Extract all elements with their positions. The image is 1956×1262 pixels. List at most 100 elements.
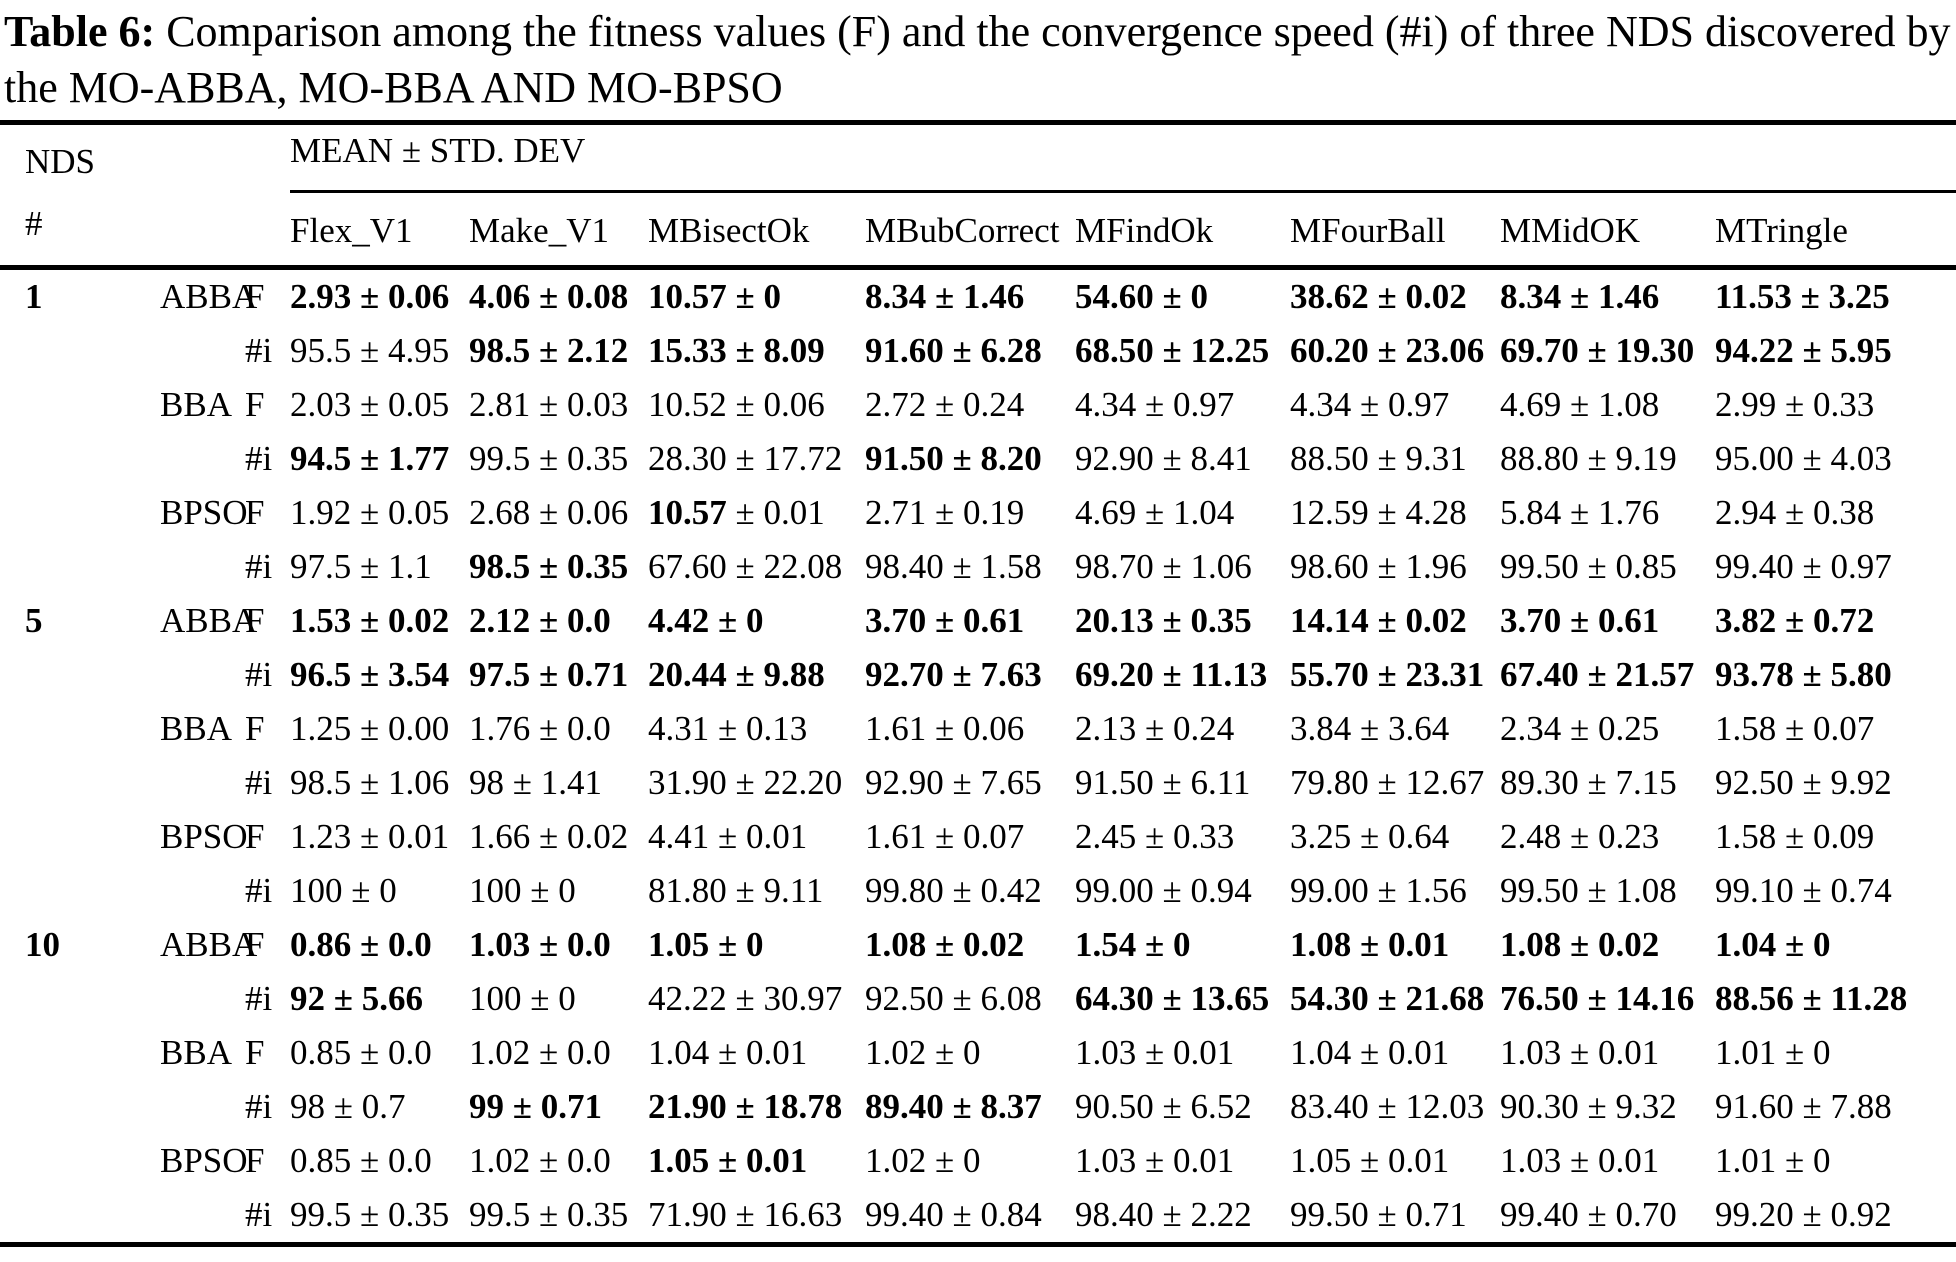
table-row: #i 98.5 ± 1.06 98 ± 1.41 31.90 ± 22.20 92.90… bbox=[0, 756, 1956, 810]
value-cell: 95.5 ± 4.95 bbox=[290, 331, 450, 370]
table-caption-text: Comparison among the fitness values (F) … bbox=[4, 7, 1951, 112]
value-cell: 99.5 ± 0.35 bbox=[469, 439, 629, 478]
value-cell: 89.30 ± 7.15 bbox=[1500, 763, 1677, 802]
nds-number bbox=[0, 432, 160, 486]
value-cell: 28.30 ± 17.72 bbox=[648, 439, 843, 478]
table-row: #i 98 ± 0.7 99 ± 0.71 21.90 ± 18.78 89.40 ± … bbox=[0, 1080, 1956, 1134]
value-cell: 99.40 ± 0.70 bbox=[1500, 1188, 1716, 1247]
algorithm-label: BPSO bbox=[160, 493, 248, 532]
value-cell: 99 ± 0.71 bbox=[469, 1087, 602, 1126]
value-cell: 91.60 ± 7.88 bbox=[1715, 1087, 1892, 1126]
table-body: 1 ABBA F 2.93 ± 0.06 4.06 ± 0.08 10.57 ± 0 8.3… bbox=[0, 268, 1956, 1247]
value-cell: 4.41 ± 0.01 bbox=[648, 817, 808, 856]
value-cell: 54.30 ± 21.68 bbox=[1290, 979, 1485, 1018]
value-cell: 3.70 ± 0.61 bbox=[865, 601, 1025, 640]
column-header-mbubcorrect: MBubCorrect bbox=[865, 191, 1076, 270]
value-cell: 2.71 ± 0.19 bbox=[865, 493, 1025, 532]
nds-number bbox=[0, 702, 160, 756]
value-cell: 90.30 ± 9.32 bbox=[1500, 1087, 1677, 1126]
value-cell: 0.85 ± 0.0 bbox=[290, 1033, 432, 1072]
table-row: BBA F 2.03 ± 0.05 2.81 ± 0.03 10.52 ± 0.06 2.… bbox=[0, 378, 1956, 432]
value-cell: 60.20 ± 23.06 bbox=[1290, 331, 1485, 370]
column-header-mmidok: MMidOK bbox=[1500, 191, 1716, 270]
value-cell: 93.78 ± 5.80 bbox=[1715, 655, 1892, 694]
value-cell: 10.57 ± 0.01 bbox=[648, 493, 825, 532]
value-cell: 99.5 ± 0.35 bbox=[290, 1188, 470, 1247]
algorithm-label: BBA bbox=[160, 1033, 232, 1072]
algorithm-label bbox=[160, 540, 245, 594]
table-row: 1 ABBA F 2.93 ± 0.06 4.06 ± 0.08 10.57 ± 0 8.3… bbox=[0, 268, 1956, 325]
value-cell: 99.80 ± 0.42 bbox=[865, 871, 1042, 910]
value-cell: 1.04 ± 0.01 bbox=[1290, 1033, 1450, 1072]
value-cell: 3.25 ± 0.64 bbox=[1290, 817, 1450, 856]
value-cell: 81.80 ± 9.11 bbox=[648, 871, 824, 910]
value-cell: 1.92 ± 0.05 bbox=[290, 493, 450, 532]
group-header-row: NDS # MEAN ± STD. DEV bbox=[0, 120, 1956, 270]
value-cell: 92.50 ± 9.92 bbox=[1715, 763, 1892, 802]
nds-number bbox=[0, 1134, 160, 1188]
value-cell: 10.52 ± 0.06 bbox=[648, 385, 825, 424]
table-row: BPSO F 1.92 ± 0.05 2.68 ± 0.06 10.57 ± 0.01 2… bbox=[0, 486, 1956, 540]
value-cell: 69.70 ± 19.30 bbox=[1500, 331, 1695, 370]
nds-number bbox=[0, 864, 160, 918]
column-header-mfindok: MFindOk bbox=[1075, 191, 1291, 270]
value-cell: 98.5 ± 0.35 bbox=[469, 547, 629, 586]
metric-label: F bbox=[245, 493, 265, 532]
value-cell: 2.48 ± 0.23 bbox=[1500, 817, 1660, 856]
table-row: BBA F 1.25 ± 0.00 1.76 ± 0.0 4.31 ± 0.13 1.61… bbox=[0, 702, 1956, 756]
value-cell: 2.45 ± 0.33 bbox=[1075, 817, 1235, 856]
value-cell: 1.01 ± 0 bbox=[1715, 1141, 1831, 1180]
value-cell: 20.44 ± 9.88 bbox=[648, 655, 825, 694]
value-cell: 98.60 ± 1.96 bbox=[1290, 547, 1467, 586]
results-table: NDS # MEAN ± STD. DEV Flex_V1 Make_V1 MBis… bbox=[0, 120, 1956, 1247]
group-header-text: MEAN ± STD. DEV bbox=[290, 131, 586, 170]
value-cell: 31.90 ± 22.20 bbox=[648, 763, 843, 802]
value-cell: 100 ± 0 bbox=[469, 871, 576, 910]
value-cell: 98.5 ± 2.12 bbox=[469, 331, 629, 370]
value-cell: 15.33 ± 8.09 bbox=[648, 331, 825, 370]
value-cell: 1.03 ± 0.01 bbox=[1500, 1033, 1660, 1072]
value-cell: 3.82 ± 0.72 bbox=[1715, 601, 1875, 640]
algorithm-label: BPSO bbox=[160, 817, 248, 856]
algorithm-label bbox=[160, 324, 245, 378]
value-cell: 92 ± 5.66 bbox=[290, 979, 423, 1018]
metric-label: #i bbox=[245, 1188, 291, 1247]
metric-label: F bbox=[245, 817, 265, 856]
value-cell: 1.03 ± 0.01 bbox=[1075, 1033, 1235, 1072]
value-cell: 91.60 ± 6.28 bbox=[865, 331, 1042, 370]
value-cell: 94.22 ± 5.95 bbox=[1715, 331, 1892, 370]
algorithm-label bbox=[160, 864, 245, 918]
value-cell: 4.69 ± 1.04 bbox=[1075, 493, 1235, 532]
value-cell: 8.34 ± 1.46 bbox=[865, 277, 1025, 316]
table-caption-label: Table 6: bbox=[4, 7, 156, 56]
value-cell: 1.02 ± 0.0 bbox=[469, 1141, 611, 1180]
metric-label: #i bbox=[245, 655, 273, 694]
value-cell: 99.10 ± 0.74 bbox=[1715, 871, 1892, 910]
value-cell: 10.57 ± 0 bbox=[648, 277, 781, 316]
metric-label: F bbox=[245, 277, 265, 316]
value-cell: 1.01 ± 0 bbox=[1715, 1033, 1831, 1072]
column-header-flex_v1: Flex_V1 bbox=[290, 191, 470, 270]
value-cell: 1.03 ± 0.0 bbox=[469, 925, 611, 964]
value-cell: 1.05 ± 0.01 bbox=[1290, 1141, 1450, 1180]
value-cell: 92.90 ± 8.41 bbox=[1075, 439, 1252, 478]
nds-number bbox=[0, 540, 160, 594]
value-cell: 2.34 ± 0.25 bbox=[1500, 709, 1660, 748]
algorithm-label bbox=[160, 432, 245, 486]
table-header: NDS # MEAN ± STD. DEV Flex_V1 Make_V1 MBis… bbox=[0, 120, 1956, 270]
value-cell: 2.13 ± 0.24 bbox=[1075, 709, 1235, 748]
value-cell: 99.5 ± 0.35 bbox=[469, 1188, 649, 1247]
value-cell: 2.99 ± 0.33 bbox=[1715, 385, 1875, 424]
value-cell: 76.50 ± 14.16 bbox=[1500, 979, 1695, 1018]
value-cell: 99.00 ± 0.94 bbox=[1075, 871, 1252, 910]
value-cell: 20.13 ± 0.35 bbox=[1075, 601, 1252, 640]
stub-header: NDS # bbox=[0, 120, 291, 270]
value-cell: 98.5 ± 1.06 bbox=[290, 763, 450, 802]
nds-number: 5 bbox=[25, 601, 43, 640]
value-cell: 2.72 ± 0.24 bbox=[865, 385, 1025, 424]
value-cell: 1.61 ± 0.07 bbox=[865, 817, 1025, 856]
column-header-make_v1: Make_V1 bbox=[469, 191, 649, 270]
value-cell: 88.50 ± 9.31 bbox=[1290, 439, 1467, 478]
column-header-row: Flex_V1 Make_V1 MBisectOk MBubCorrect MFindO… bbox=[0, 191, 1956, 270]
